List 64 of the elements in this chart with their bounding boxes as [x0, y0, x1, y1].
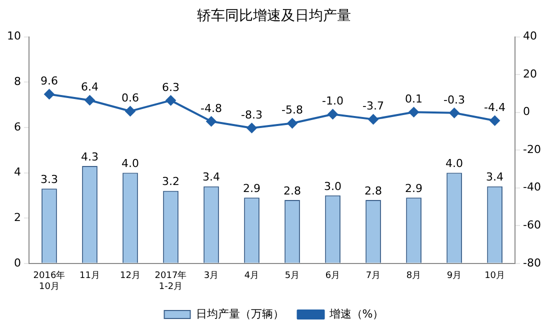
x-tick-label: 4月 [244, 271, 260, 282]
point [125, 106, 136, 116]
point [368, 114, 378, 124]
point [166, 95, 176, 106]
y-tick-label: 2 [14, 210, 21, 224]
x-tick-label: 3月 [204, 271, 219, 282]
data-label: -4.4 [484, 101, 506, 114]
point [206, 116, 216, 126]
data-label: 0.1 [405, 92, 423, 106]
y2-tick-label: 0 [523, 105, 530, 118]
x-tick-label: 8月 [406, 271, 422, 282]
point [490, 116, 500, 126]
data-label: 2.9 [243, 182, 261, 196]
x-tick-label: 2016年 10月 [33, 270, 66, 292]
point [328, 109, 338, 120]
x-tick-label: 11月 [80, 271, 100, 282]
x-tick-label: 2017年 1-2月 [154, 270, 187, 292]
data-label: 4.3 [81, 150, 98, 164]
data-label: -3.7 [362, 100, 384, 113]
y2-tick-label: -80 [523, 256, 541, 270]
data-label: -4.8 [200, 102, 222, 115]
point [449, 108, 460, 118]
x-tick-label: 5月 [284, 271, 300, 282]
data-label: 3.0 [324, 180, 342, 193]
x-tick-label: 7月 [366, 271, 381, 282]
data-label: 3.4 [486, 170, 504, 184]
y2-tick-label: 40 [523, 30, 538, 43]
point [84, 95, 95, 106]
x-tick-label: 6月 [325, 271, 340, 282]
data-label: 3.2 [162, 175, 180, 188]
point [287, 118, 298, 128]
x-tick-label: 12月 [120, 271, 140, 282]
point [408, 107, 419, 118]
data-label: 0.6 [122, 92, 140, 105]
y-tick-label: 8 [14, 74, 21, 88]
data-label: 2.8 [284, 184, 302, 198]
data-label: 3.3 [40, 172, 58, 186]
x-tick-label: 9月 [446, 271, 462, 282]
legend-label: 日均产量（万辆） [196, 307, 284, 320]
y-tick-label: 10 [6, 30, 21, 43]
y-tick-label: 6 [14, 120, 21, 134]
y2-tick-label: 20 [523, 67, 538, 80]
y2-tick-label: -40 [523, 180, 541, 194]
point [246, 123, 257, 134]
data-label: 2.9 [405, 182, 423, 196]
data-label: 4.0 [446, 157, 464, 170]
data-label: -5.8 [282, 104, 303, 117]
y-tick-label: 0 [14, 256, 21, 270]
y2-tick-label: -60 [523, 218, 541, 232]
data-label: 9.6 [40, 74, 58, 88]
y-tick-label: 4 [14, 166, 21, 179]
data-label: -0.3 [444, 93, 466, 106]
legend-label: 增速（%） [328, 307, 384, 320]
x-tick-label: 10月 [484, 271, 506, 282]
point [44, 89, 54, 100]
data-label: 6.3 [162, 80, 180, 94]
chart-title: 轿车同比增速及日均产量 [197, 8, 351, 24]
y2-tick-label: -20 [523, 142, 541, 156]
data-label: -1.0 [322, 94, 344, 108]
data-label: -8.3 [241, 108, 262, 122]
data-label: 6.4 [81, 80, 98, 94]
data-label: 2.8 [364, 184, 382, 198]
data-label: 3.4 [202, 170, 220, 184]
data-label: 4.0 [122, 157, 140, 170]
